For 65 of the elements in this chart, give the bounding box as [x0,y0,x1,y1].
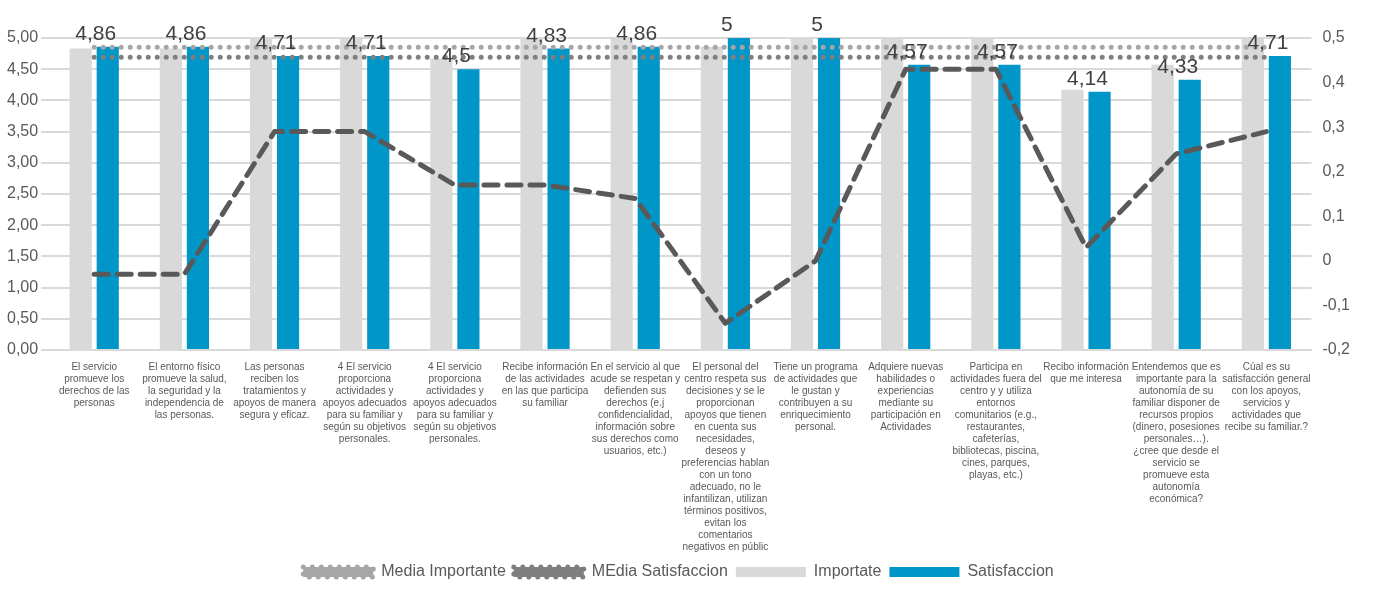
y-tick-label: 2,00 [7,215,39,233]
y-tick-label: 0,50 [7,309,39,327]
bar [1088,91,1111,349]
y-tick-label: 3,00 [7,153,39,171]
y-tick-label: 2,50 [7,184,39,202]
legend-label: Satisfaccion [967,562,1054,580]
data-label: 4,86 [75,21,117,45]
data-label: 4,71 [255,30,297,54]
data-label: 4,57 [976,39,1018,63]
x-tick-label: Tiene un programa de actividades que le gustan y contribuyen a su enriquecimiento personal. [773,360,859,432]
category-label: Entendemos que es importante para la autonomía de su familiar disponer de recursos propios (dinero, posesiones personales…). ¿cree que desde el servicio se promueve esta autonomía económica? [1131,360,1221,504]
data-label: 4,5 [441,43,471,67]
y-tick-label: 4,00 [7,90,39,108]
y2-tick-label: -0,1 [1322,295,1351,313]
data-label: 4,14 [1067,65,1109,89]
x-tick-label: 4 El servicio proporciona actividades y apoyos adecuados para su familiar y según su objetivos personales. [412,360,497,444]
category-label: Participa en actividades fuera del centro y y utiliza entornos comunitarios (e.g., restaurantes, cafeterías, bibliotecas, piscina, cines, parques, playas, etc.) [949,360,1042,480]
data-label: 4,86 [616,21,658,45]
data-label: 4,86 [165,21,207,45]
bar [727,38,750,349]
y-tick-label: 5,00 [7,28,39,46]
bar [637,46,660,349]
data-label: 5 [811,12,823,36]
data-label: 5 [721,12,733,36]
bar [817,38,841,349]
bar [998,64,1021,349]
bar [367,56,390,349]
bar [547,48,570,349]
x-tick-label: Las personas reciben los tratamientos y apoyos de manera segura y eficaz. [233,360,317,420]
legend-label: MEdia Satisfaccion [591,562,728,580]
data-label: 4,57 [886,39,928,63]
bar [1268,56,1291,349]
y-tick-label: 3,50 [7,122,39,140]
y2-tick-label: 0,2 [1322,162,1345,180]
x-tick-label: En el servicio al que acude se respetan y defienden sus derechos (e.j confidencialidad, información sobre sus derechos como usuarios, etc.) [590,360,681,456]
y-tick-label: 1,00 [7,278,39,296]
y2-tick-label: 0 [1322,251,1332,269]
x-tick-label: 4 El servicio proporciona actividades y apoyos adecuados para su familiar y según su objetivos personales. [322,360,407,444]
y2-tick-label: 0,4 [1322,72,1345,90]
bar [908,64,931,349]
data-label: 4,71 [1247,30,1289,54]
bar [186,46,209,349]
y-tick-label: 1,50 [7,246,39,264]
data-label: 4,33 [1157,54,1199,78]
x-tick-label: Cúal es su satisfacción general con los apoyos, servicios y actividades que recibe su familiar.? [1222,360,1311,432]
x-tick-label: Adquiere nuevas habilidades o experiencias mediante su participación en Actividades [868,360,944,432]
y2-tick-label: 0,1 [1322,206,1345,224]
legend-label: Media Importante [381,562,506,580]
legend-label: Importate [813,562,882,580]
bar [276,56,300,349]
y-tick-label: 0,00 [7,340,39,358]
category-label: El personal del centro respeta sus decisiones y se le proporcionan apoyos que tienen en cuenta sus necesidades, deseos y preferencias hablan con un tono adecuado, no le infantilizan, utilizan términos positivos, evitan los comentarios negativos en públic [681,360,770,552]
bar [457,69,480,349]
bar [1178,79,1201,349]
y-tick-label: 4,50 [7,59,39,77]
x-tick-label: El servicio promueve los derechos de las personas [58,360,130,408]
y2-tick-label: 0,5 [1322,28,1345,46]
x-tick-label: Recibo información que me interesa [1043,360,1129,384]
data-label: 4,83 [526,22,567,46]
bar [96,46,119,349]
x-tick-label: El entorno físico promueve la salud, la seguridad y la independencia de las personas. [142,360,227,420]
y2-tick-label: 0,3 [1322,117,1345,135]
y2-tick-label: -0,2 [1322,340,1351,358]
x-tick-label: Recibe información de las actividades en las que participa su familiar [501,360,589,408]
data-label: 4,71 [345,30,387,54]
